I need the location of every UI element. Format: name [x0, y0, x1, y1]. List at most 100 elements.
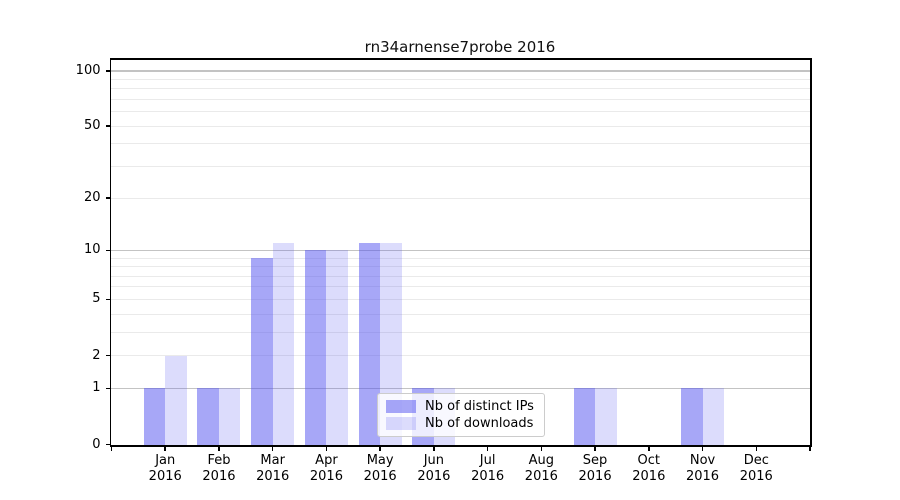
gridline-minor [110, 298, 810, 300]
x-tick-year: 2016 [148, 469, 182, 484]
x-tick [271, 446, 274, 451]
x-tick [755, 446, 758, 451]
bar-distinct-ips-mar [251, 258, 273, 445]
chart-title: rn34arnense7probe 2016 [364, 38, 556, 56]
x-tick-month: Dec [743, 453, 769, 468]
gridline-major [110, 387, 810, 390]
x-tick-month: Jun [423, 453, 445, 468]
y-tick-label: 0 [92, 436, 101, 452]
x-tick-month: Jul [479, 453, 496, 468]
x-tick [325, 446, 328, 451]
y-tick-label: 50 [83, 118, 101, 134]
axis-spine-right [810, 59, 812, 445]
x-tick-label: Jun 2016 [407, 453, 461, 485]
legend-label-distinct-ips: Nb of distinct IPs [425, 399, 534, 414]
x-tick-year: 2016 [256, 469, 290, 484]
gridline-minor [110, 275, 810, 277]
y-tick [105, 249, 110, 252]
y-tick-label: 1 [92, 380, 101, 396]
gridline-minor [110, 125, 810, 127]
x-tick-year: 2016 [202, 469, 236, 484]
x-tick-month: Apr [315, 453, 338, 468]
gridline-minor [110, 143, 810, 145]
x-tick [218, 446, 220, 451]
legend: Nb of distinct IPs Nb of downloads [377, 393, 545, 437]
x-tick-label: Jan 2016 [138, 453, 192, 485]
bar-distinct-ips-nov [681, 388, 703, 445]
bar-downloads-sep [595, 388, 617, 445]
axis-spine-top [109, 58, 812, 60]
x-tick-year: 2016 [739, 469, 773, 484]
x-tick-label: Aug 2016 [514, 453, 568, 485]
bar-downloads-nov [702, 388, 725, 445]
x-tick [701, 446, 704, 451]
x-tick-year: 2016 [363, 469, 397, 484]
legend-label-downloads: Nb of downloads [425, 416, 534, 431]
x-tick-month: Oct [637, 453, 661, 468]
x-tick [648, 446, 650, 451]
x-tick-month: Jan [155, 453, 176, 468]
y-tick [105, 298, 110, 301]
gridline-minor [110, 166, 810, 168]
x-tick [379, 446, 381, 451]
x-tick [486, 446, 489, 451]
y-tick [105, 197, 110, 199]
x-tick-month: Aug [528, 453, 555, 468]
y-tick-label: 10 [83, 242, 101, 258]
gridline-minor [110, 286, 810, 288]
x-tick-label: Jul 2016 [461, 453, 515, 485]
bar-distinct-ips-may [358, 243, 381, 445]
bar-distinct-ips-sep [573, 388, 596, 445]
y-tick-label: 100 [75, 62, 101, 78]
y-tick-label: 5 [92, 291, 101, 307]
bar-downloads-feb [218, 388, 241, 445]
x-tick-year: 2016 [685, 469, 720, 484]
x-tick [110, 446, 113, 451]
x-tick-label: May 2016 [353, 453, 407, 485]
x-tick-year: 2016 [417, 469, 451, 484]
x-tick-label: Nov 2016 [676, 453, 730, 485]
bar-downloads-jan [165, 355, 187, 445]
gridline-minor [110, 98, 810, 100]
x-tick-label: Oct 2016 [622, 453, 676, 485]
x-tick-month: Mar [260, 453, 285, 468]
x-tick-month: May [366, 453, 394, 468]
axis-spine-left [109, 59, 112, 445]
legend-item-distinct-ips: Nb of distinct IPs [386, 398, 536, 415]
x-tick-year: 2016 [632, 469, 666, 484]
x-tick-label: Mar 2016 [246, 453, 300, 485]
gridline-minor [110, 313, 810, 315]
x-tick [433, 446, 435, 451]
x-tick [540, 446, 543, 451]
x-tick-year: 2016 [578, 469, 612, 484]
axis-spine-bottom [109, 445, 812, 447]
bar-distinct-ips-jan [143, 388, 166, 445]
x-tick-year: 2016 [309, 469, 343, 484]
gridline-major [110, 249, 810, 252]
gridline-minor [110, 331, 810, 333]
gridline-minor [110, 266, 810, 268]
x-tick [164, 446, 166, 451]
gridline-minor [110, 197, 810, 199]
gridline-minor [110, 111, 810, 113]
x-tick-label: Feb 2016 [192, 453, 246, 485]
legend-swatch-distinct-ips [386, 400, 416, 413]
gridline-minor [110, 78, 810, 80]
bar-downloads-mar [272, 243, 295, 445]
y-tick-label: 2 [92, 347, 101, 363]
y-tick [105, 443, 110, 446]
bar-downloads-apr [326, 250, 348, 445]
y-tick [105, 354, 110, 357]
x-tick-label: Sep 2016 [568, 453, 622, 485]
x-tick-year: 2016 [471, 469, 505, 484]
x-tick-month: Feb [207, 453, 231, 468]
gridline-minor [110, 257, 810, 259]
gridline-minor [110, 88, 810, 90]
y-tick [105, 387, 110, 390]
x-tick [809, 446, 811, 451]
legend-item-downloads: Nb of downloads [386, 415, 536, 432]
y-tick-label: 20 [83, 190, 101, 206]
legend-swatch-downloads [386, 417, 416, 430]
